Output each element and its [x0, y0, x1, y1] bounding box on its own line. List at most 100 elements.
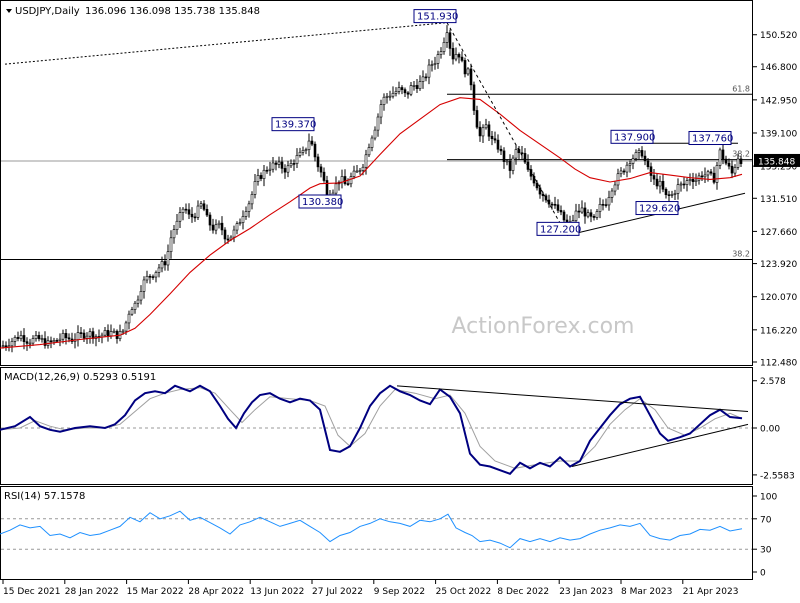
candle-body — [553, 204, 557, 206]
candle-body — [4, 345, 8, 348]
price-y-label: 116.220 — [760, 326, 797, 336]
candle-body — [136, 299, 140, 304]
candle-body — [205, 209, 209, 216]
candle-body — [484, 124, 488, 129]
candle-body — [271, 162, 275, 170]
x-tick-label: 8 Dec 2022 — [497, 587, 549, 597]
candle-body — [679, 183, 683, 186]
candle-body — [565, 219, 569, 223]
price-annotation-box — [413, 9, 457, 24]
price-annotation-box — [298, 194, 342, 209]
candle-body — [262, 169, 266, 179]
candle-body — [238, 222, 242, 224]
price-y-label: 139.100 — [760, 129, 797, 139]
candle-body — [400, 87, 404, 90]
candle-body — [376, 116, 380, 131]
candle-body — [304, 149, 308, 151]
candle-body — [574, 210, 578, 221]
candle-body — [352, 170, 356, 177]
candle-body — [127, 313, 131, 324]
candle-body — [478, 126, 482, 137]
candle-body — [499, 148, 503, 152]
x-tick-label: 13 Jun 2022 — [250, 587, 304, 597]
macd-lines: 2.578 0.00 -2.5583 — [0, 377, 795, 481]
candle-body — [259, 175, 263, 179]
candle-body — [139, 291, 143, 301]
candle-body — [1, 345, 5, 348]
candle-body — [220, 222, 224, 231]
x-tick-label: 28 Apr 2022 — [188, 587, 244, 597]
candle-body — [112, 330, 116, 333]
candle-body — [37, 335, 41, 340]
candle-body — [586, 212, 590, 217]
price-y-label: 123.920 — [760, 260, 797, 270]
fib-level-label: 61.8 — [732, 84, 750, 93]
candle-body — [646, 160, 650, 168]
candle-body — [502, 150, 506, 162]
candle-body — [67, 337, 71, 340]
candle-body — [460, 56, 464, 61]
symbol-label: USDJPY,Daily — [15, 6, 80, 17]
candle-body — [361, 166, 365, 171]
candle-body — [505, 160, 509, 163]
dropdown-triangle-icon[interactable] — [6, 9, 12, 13]
candle-body — [235, 223, 239, 231]
candle-body — [334, 183, 338, 194]
candle-body — [52, 340, 56, 343]
candle-body — [265, 169, 269, 172]
candle-body — [631, 158, 635, 164]
x-tick-label: 9 Sep 2022 — [374, 587, 425, 597]
candle-body — [133, 302, 137, 310]
ma-line — [0, 97, 743, 349]
candle-body — [40, 338, 44, 340]
candle-body — [148, 275, 152, 278]
price-annotation-box — [688, 131, 732, 146]
fib-levels: 61.8 38.2 38.2 — [0, 84, 752, 260]
candle-body — [430, 64, 434, 66]
price-y-label: 127.660 — [760, 228, 797, 238]
candle-body — [58, 338, 62, 341]
candle-body — [211, 224, 215, 231]
candle-body — [286, 165, 290, 173]
candle-body — [166, 251, 170, 266]
price-annotation-label: 127.200 — [540, 224, 581, 235]
macd-trendline — [571, 423, 749, 467]
candle-body — [418, 81, 422, 89]
candle-body — [241, 216, 245, 223]
candle-body — [184, 208, 188, 211]
candle-body — [244, 211, 248, 217]
candle-body — [82, 332, 86, 339]
candle-body — [13, 337, 17, 342]
candle-body — [715, 165, 719, 183]
candle-body — [676, 184, 680, 194]
candle-body — [406, 92, 410, 95]
candle-body — [727, 162, 731, 167]
candle-body — [529, 169, 533, 177]
candle-body — [142, 279, 146, 292]
candle-body — [187, 209, 191, 215]
candle-body — [124, 322, 128, 332]
candle-body — [490, 135, 494, 140]
x-tick-label: 28 Jan 2022 — [65, 587, 119, 597]
candle-body — [625, 164, 629, 173]
candle-body — [427, 64, 431, 78]
candle-body — [214, 224, 218, 231]
candle-body — [700, 175, 704, 178]
candle-body — [394, 91, 398, 94]
candle-body — [346, 183, 350, 185]
x-tick-label: 25 Oct 2022 — [436, 587, 492, 597]
candle-body — [475, 110, 479, 128]
candle-body — [691, 179, 695, 182]
candle-body — [538, 187, 542, 195]
rsi-title: RSI(14) 57.1578 — [4, 491, 85, 502]
ohlc-label: 136.096 136.098 135.738 135.848 — [85, 6, 260, 17]
candle-body — [556, 204, 560, 211]
macd-y-label: -2.5583 — [760, 471, 795, 481]
macd-title: MACD(12,26,9) 0.5293 0.5191 — [4, 372, 156, 383]
candle-body — [619, 170, 623, 175]
candle-body — [649, 166, 653, 176]
candle-body — [580, 207, 584, 213]
candle-body — [178, 212, 182, 222]
price-annotation-label: 130.380 — [302, 197, 343, 208]
